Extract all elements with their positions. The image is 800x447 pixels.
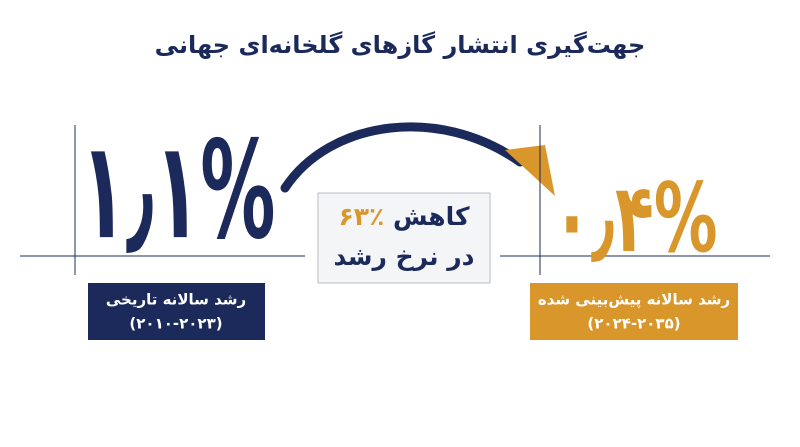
reduction-box [317, 192, 491, 284]
reduction-line: کاهش ٪۶۳ [338, 202, 470, 231]
historic-label-box [88, 283, 265, 340]
reduction-percent: ٪۶۳ [338, 202, 384, 231]
projected-label-box [530, 283, 738, 340]
historic-value: ۱٫۱% [81, 112, 276, 269]
historic-period: (۲۰۱۰-۲۰۲۳) [129, 315, 222, 333]
reduction-subtext: در نرخ رشد [333, 242, 474, 272]
arrow-curve [280, 122, 525, 193]
projected-value: ۰٫۴% [553, 164, 718, 274]
reduction-word: کاهش [393, 202, 470, 231]
historic-label: رشد سالانه تاریخی [106, 291, 246, 309]
title: جهت‌گیری انتشار گازهای گلخانه‌ای جهانی [155, 31, 646, 59]
arrow-head [505, 145, 555, 196]
projected-label: رشد سالانه پیش‌بینی شده [538, 291, 730, 310]
projected-period: (۲۰۲۴-۲۰۳۵) [587, 315, 680, 333]
